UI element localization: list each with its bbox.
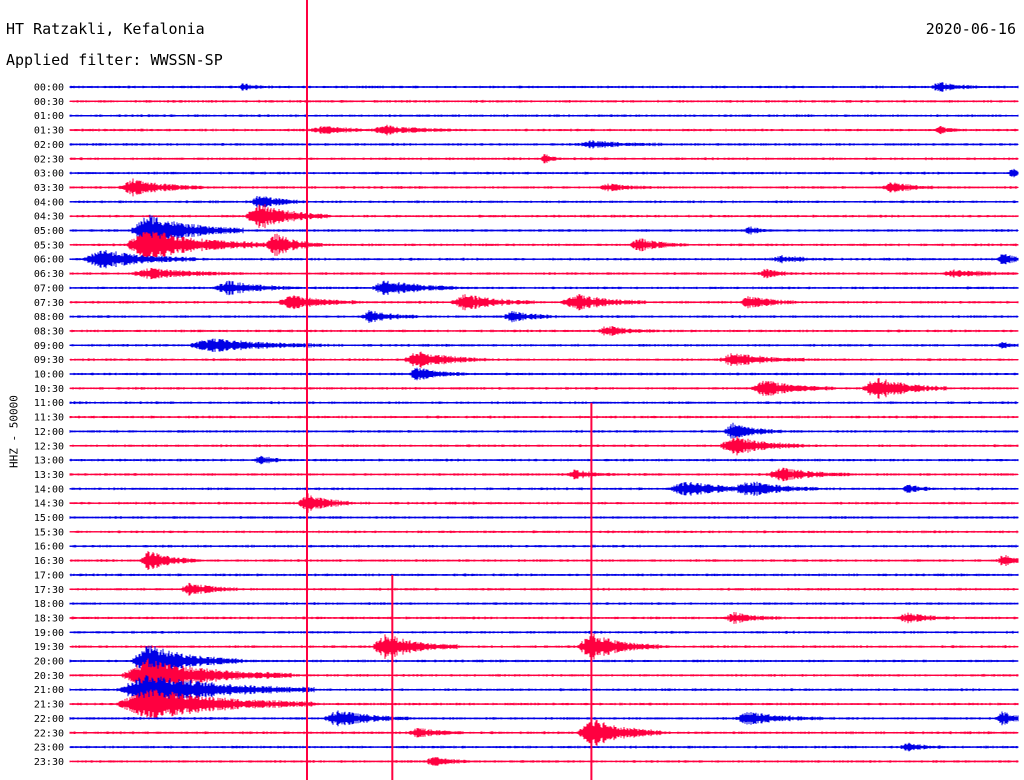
row-time-label: 16:30: [34, 556, 64, 567]
station-title: HT Ratzakli, Kefalonia: [6, 20, 205, 38]
row-time-label: 15:30: [34, 527, 64, 538]
row-time-label: 14:00: [34, 484, 64, 495]
row-time-label: 18:30: [34, 613, 64, 624]
row-time-label: 18:00: [34, 599, 64, 610]
row-time-label: 13:00: [34, 456, 64, 467]
filter-label: Applied filter: WWSSN-SP: [6, 51, 223, 69]
row-time-label: 08:00: [34, 312, 64, 323]
row-time-label: 01:00: [34, 111, 64, 122]
row-time-label: 19:30: [34, 642, 64, 653]
row-time-label: 08:30: [34, 326, 64, 337]
row-time-label: 12:30: [34, 441, 64, 452]
row-time-label: 21:00: [34, 685, 64, 696]
row-time-label: 17:30: [34, 585, 64, 596]
row-time-label: 22:30: [34, 728, 64, 739]
row-time-label: 13:30: [34, 470, 64, 481]
row-time-label: 22:00: [34, 714, 64, 725]
row-time-label: 21:30: [34, 700, 64, 711]
row-time-label: 11:30: [34, 413, 64, 424]
row-time-label: 05:30: [34, 240, 64, 251]
row-time-label: 20:30: [34, 671, 64, 682]
row-time-label: 16:00: [34, 542, 64, 553]
row-time-label: 15:00: [34, 513, 64, 524]
row-time-label: 10:30: [34, 384, 64, 395]
row-time-label: 07:00: [34, 283, 64, 294]
row-time-label: 17:00: [34, 570, 64, 581]
row-time-label: 06:30: [34, 269, 64, 280]
row-time-label: 01:30: [34, 126, 64, 137]
row-time-label: 10:00: [34, 370, 64, 381]
row-time-label: 09:30: [34, 355, 64, 366]
row-time-label: 02:30: [34, 154, 64, 165]
row-time-label: 23:00: [34, 743, 64, 754]
row-time-label: 00:00: [34, 83, 64, 94]
row-time-label: 20:00: [34, 657, 64, 668]
row-time-label: 00:30: [34, 97, 64, 108]
row-time-label: 23:30: [34, 757, 64, 768]
row-time-label: 02:00: [34, 140, 64, 151]
row-time-label: 12:00: [34, 427, 64, 438]
row-time-label: 11:00: [34, 398, 64, 409]
row-time-label: 03:30: [34, 183, 64, 194]
row-time-label: 04:30: [34, 212, 64, 223]
row-time-label: 07:30: [34, 298, 64, 309]
row-time-label: 04:00: [34, 197, 64, 208]
row-time-label: 19:00: [34, 628, 64, 639]
row-time-label: 05:00: [34, 226, 64, 237]
row-time-label: 14:30: [34, 499, 64, 510]
date-label: 2020-06-16: [925, 20, 1016, 38]
row-time-label: 03:00: [34, 169, 64, 180]
row-time-label: 09:00: [34, 341, 64, 352]
row-time-label: 06:00: [34, 255, 64, 266]
